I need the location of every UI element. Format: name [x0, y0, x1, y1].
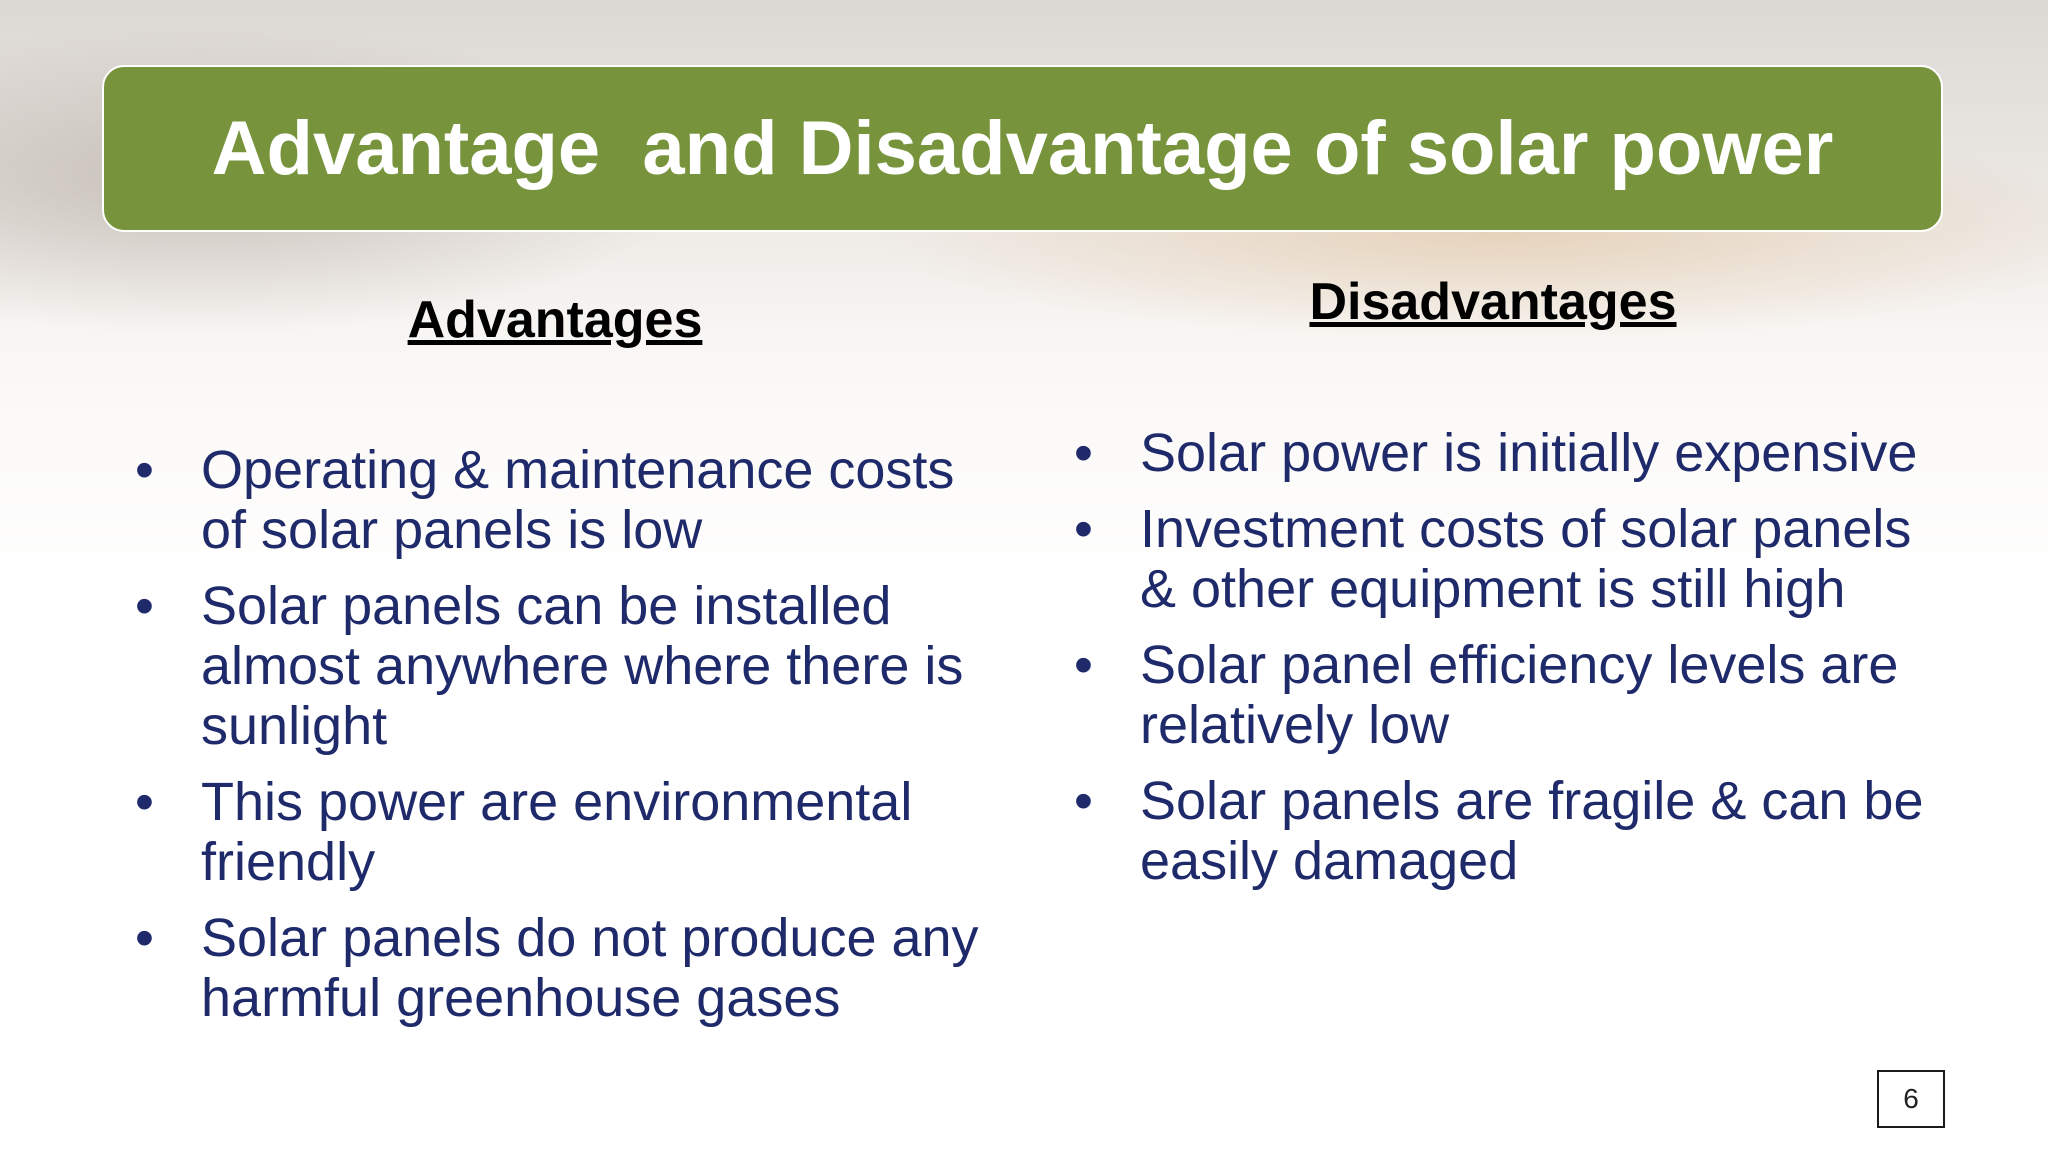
title-bar: Advantage and Disadvantage of solar powe…: [102, 65, 1943, 232]
slide-title: Advantage and Disadvantage of solar powe…: [211, 106, 1834, 191]
bullet-item: Solar panels do not produce any harmful …: [135, 908, 1001, 1028]
bullet-item: Solar power is initially expensive: [1074, 423, 1930, 483]
advantages-heading: Advantages: [407, 291, 703, 349]
disadvantages-list: Solar power is initially expensive Invest…: [1074, 423, 1930, 907]
bullet-item: Solar panel efficiency levels are relati…: [1074, 635, 1930, 755]
bullet-item: Solar panels can be installed almost any…: [135, 576, 1001, 756]
advantages-list: Operating & maintenance costs of solar p…: [135, 440, 1001, 1044]
bullet-item: Investment costs of solar panels & other…: [1074, 499, 1930, 619]
bullet-item: Operating & maintenance costs of solar p…: [135, 440, 1001, 560]
page-number: 6: [1877, 1070, 1945, 1128]
disadvantages-heading: Disadvantages: [1309, 273, 1677, 331]
bullet-item: Solar panels are fragile & can be easily…: [1074, 771, 1930, 891]
bullet-item: This power are environmental friendly: [135, 772, 1001, 892]
